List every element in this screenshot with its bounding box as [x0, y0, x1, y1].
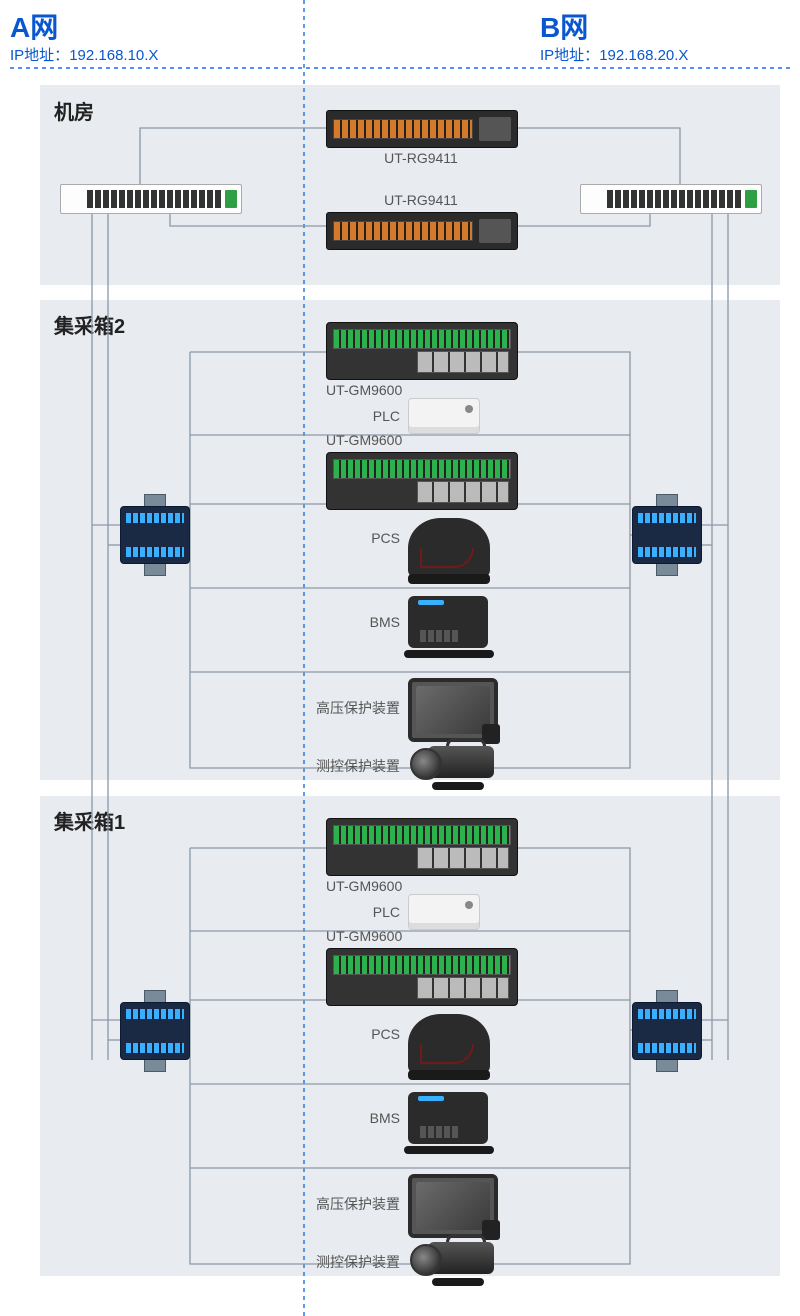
device-rg9411-top	[326, 110, 518, 148]
device-bms-box2-stand	[404, 650, 494, 658]
device-indsw-box1-left	[120, 990, 188, 1070]
label-gm9600-box1-bottom: UT-GM9600	[326, 928, 446, 944]
device-indsw-box2-right	[632, 494, 700, 574]
device-gm9600-box2-top	[326, 322, 518, 380]
diagram-canvas: A网 IP地址：192.168.10.X B网 IP地址：192.168.20.…	[0, 0, 800, 1316]
device-plc-box2	[408, 398, 480, 434]
label-bms-box2: BMS	[320, 614, 400, 630]
net-a-ip-prefix: IP地址：	[10, 47, 69, 64]
label-rg9411-top: UT-RG9411	[326, 150, 516, 166]
net-a-ip: IP地址：192.168.10.X	[10, 44, 158, 65]
device-gm9600-box2-bottom	[326, 452, 518, 510]
label-pcs-box2: PCS	[320, 530, 400, 546]
label-mc-box1: 测控保护装置	[290, 1252, 400, 1272]
device-pcs-box2	[408, 518, 490, 578]
label-pcs-box1: PCS	[320, 1026, 400, 1042]
device-rackswitch-left	[60, 184, 242, 214]
label-gm9600-box2-top: UT-GM9600	[326, 382, 446, 398]
device-rackswitch-right	[580, 184, 762, 214]
net-b-title: B网	[540, 6, 588, 46]
device-mc-box1	[406, 1242, 506, 1282]
section-box2-title: 集采箱2	[54, 310, 125, 339]
device-indsw-box2-left	[120, 494, 188, 574]
net-a-title: A网	[10, 6, 58, 46]
device-bms-box1	[408, 1092, 488, 1144]
section-box1-title: 集采箱1	[54, 806, 125, 835]
label-plc-box2: PLC	[320, 408, 400, 424]
device-bms-box2	[408, 596, 488, 648]
label-bms-box1: BMS	[320, 1110, 400, 1126]
label-mc-box2: 测控保护装置	[290, 756, 400, 776]
net-b-ip-value: 192.168.20.X	[599, 47, 688, 64]
device-gm9600-box1-bottom	[326, 948, 518, 1006]
device-hv-box1	[408, 1174, 498, 1238]
net-a-ip-value: 192.168.10.X	[69, 47, 158, 64]
device-indsw-box1-right	[632, 990, 700, 1070]
label-plc-box1: PLC	[320, 904, 400, 920]
label-gm9600-box2-bottom: UT-GM9600	[326, 432, 446, 448]
device-bms-box1-stand	[404, 1146, 494, 1154]
device-pcs-box1	[408, 1014, 490, 1074]
net-b-ip-prefix: IP地址：	[540, 47, 599, 64]
device-gm9600-box1-top	[326, 818, 518, 876]
device-plc-box1	[408, 894, 480, 930]
device-rg9411-bottom	[326, 212, 518, 250]
label-hv-box2: 高压保护装置	[290, 698, 400, 718]
label-gm9600-box1-top: UT-GM9600	[326, 878, 446, 894]
label-hv-box1: 高压保护装置	[290, 1194, 400, 1214]
section-room-title: 机房	[54, 96, 94, 125]
device-mc-box2	[406, 746, 506, 786]
net-b-ip: IP地址：192.168.20.X	[540, 44, 688, 65]
device-hv-box2	[408, 678, 498, 742]
label-rg9411-bottom: UT-RG9411	[326, 192, 516, 208]
